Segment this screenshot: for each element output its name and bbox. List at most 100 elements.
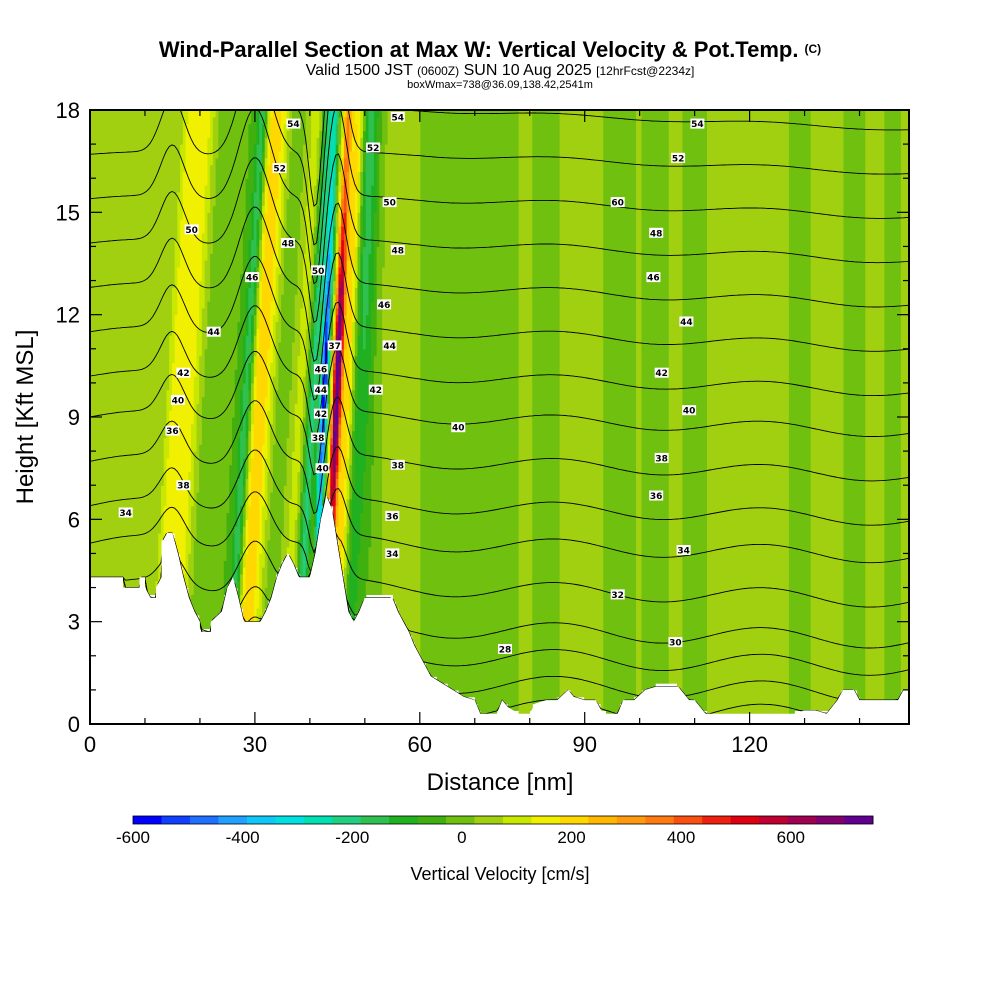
- field-cell: [319, 301, 323, 357]
- field-cell: [529, 110, 533, 711]
- field-cell: [510, 110, 514, 711]
- field-cell: [272, 444, 277, 589]
- field-cell: [354, 287, 359, 323]
- contour-label-bg: [390, 459, 405, 470]
- field-cell: [357, 335, 361, 555]
- field-cell: [207, 137, 211, 213]
- field-cell: [327, 478, 331, 493]
- field-cell: [368, 110, 372, 254]
- field-cell: [259, 260, 263, 282]
- field-cell: [322, 444, 326, 459]
- field-cell: [810, 110, 815, 711]
- field-cell: [256, 328, 260, 357]
- contour-label-text: 42: [315, 410, 328, 420]
- field-cell: [286, 546, 290, 555]
- x-axis-title: Distance [nm]: [427, 769, 574, 796]
- field-cell: [619, 110, 623, 705]
- field-cell: [201, 110, 206, 234]
- field-cell: [278, 341, 282, 568]
- field-cell: [275, 110, 279, 200]
- field-cell: [313, 335, 318, 391]
- field-cell: [352, 110, 356, 138]
- field-cell: [191, 594, 195, 609]
- field-cell: [799, 110, 804, 711]
- field-cell: [859, 110, 864, 705]
- field-cell: [316, 287, 320, 343]
- field-cell: [313, 185, 318, 227]
- field-cell: [223, 560, 228, 595]
- field-cell: [543, 110, 547, 705]
- field-cell: [753, 110, 757, 718]
- field-cell: [174, 239, 178, 316]
- field-cell: [180, 219, 184, 568]
- contour-label-bg: [390, 111, 405, 122]
- field-cell: [297, 110, 301, 241]
- field-cell: [526, 110, 531, 718]
- field-cell: [248, 389, 252, 411]
- contour-label: 46: [646, 272, 661, 284]
- field-cell: [327, 430, 331, 445]
- field-cell: [111, 110, 116, 582]
- field-cell: [480, 110, 484, 718]
- field-cell: [332, 110, 337, 179]
- field-cell: [171, 362, 176, 534]
- field-cell: [412, 110, 416, 643]
- field-cell: [237, 437, 241, 479]
- field-cell: [319, 157, 323, 179]
- field-cell: [343, 348, 348, 479]
- field-cell: [455, 110, 460, 691]
- field-cell: [335, 273, 340, 288]
- contour-label-bg: [668, 637, 683, 648]
- field-cell: [338, 417, 342, 425]
- colorbar-swatch: [246, 816, 276, 824]
- field-cell: [341, 225, 345, 241]
- field-cell: [308, 553, 312, 582]
- field-cell: [294, 403, 299, 520]
- field-cell: [289, 389, 293, 500]
- contour-label: 50: [184, 224, 199, 236]
- field-cell: [223, 110, 228, 561]
- contour-label-bg: [313, 384, 328, 395]
- field-cell: [494, 110, 498, 718]
- field-cell: [292, 341, 296, 452]
- field-cell: [330, 457, 334, 486]
- field-cell: [300, 464, 304, 493]
- field-cell: [182, 110, 187, 172]
- field-cell: [371, 301, 375, 466]
- contour-label-bg: [610, 197, 625, 208]
- field-cell: [595, 110, 599, 705]
- field-cell: [237, 110, 241, 323]
- contour-label-text: 36: [166, 427, 179, 437]
- field-cell: [251, 457, 255, 623]
- contour-label: 42: [176, 367, 191, 379]
- field-cell: [215, 157, 219, 616]
- y-axis-title: Height [Kft MSL]: [12, 330, 39, 505]
- field-cell: [575, 110, 580, 698]
- field-cell: [259, 553, 263, 616]
- field-cell: [283, 123, 288, 179]
- field-cell: [797, 110, 801, 711]
- field-cell: [698, 110, 703, 711]
- field-cell: [772, 110, 776, 718]
- field-cell: [848, 110, 853, 691]
- field-cell: [324, 417, 329, 425]
- contour-label: 38: [390, 459, 405, 471]
- x-tick-label: 30: [243, 732, 267, 757]
- field-cell: [199, 355, 203, 445]
- field-cell: [324, 280, 329, 295]
- isentrope-line: [90, 497, 909, 608]
- field-cell: [352, 389, 356, 432]
- field-cell: [319, 110, 323, 132]
- field-cell: [332, 362, 337, 370]
- field-cell: [384, 110, 389, 145]
- field-cell: [237, 553, 241, 582]
- field-cell: [346, 171, 350, 213]
- field-cell: [240, 110, 244, 275]
- contour-label-bg: [451, 422, 466, 433]
- field-cell: [338, 280, 342, 288]
- field-cell: [332, 369, 337, 384]
- field-cell: [332, 239, 337, 261]
- field-cell: [330, 171, 334, 261]
- field-cell: [332, 314, 337, 323]
- field-cell: [313, 301, 318, 336]
